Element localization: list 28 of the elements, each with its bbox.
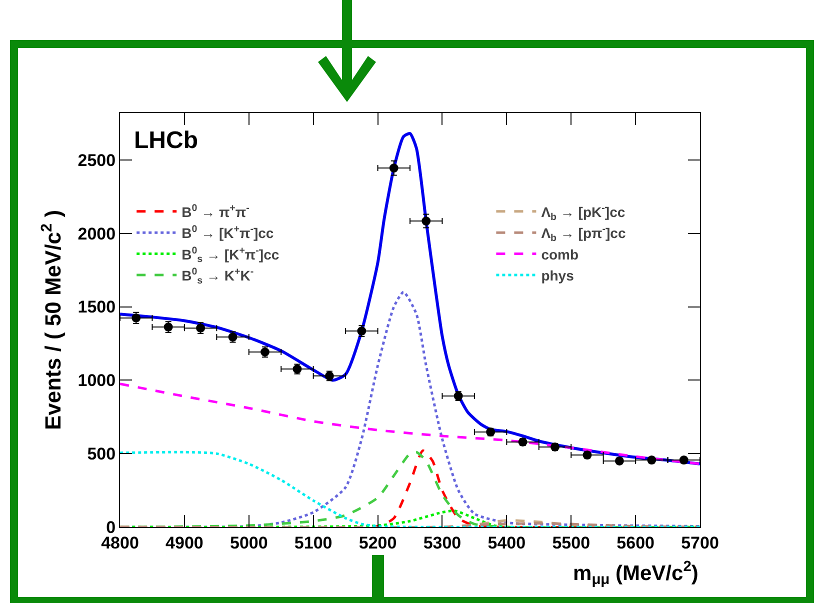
legend-label: B$^{0}$$_{s}$ → K$^{+}$K$^{-}$ xyxy=(182,266,254,286)
point xyxy=(389,164,398,173)
y-tick-label: 1500 xyxy=(78,298,116,317)
legend-label: Λ$_{b}$ → [pπ$^{-}$]cc xyxy=(541,224,626,244)
legend-label: B$^{0}$ → π$^{+}$π$^{-}$ xyxy=(182,202,250,220)
legend-label: comb xyxy=(541,246,579,262)
x-tick-label: 5700 xyxy=(681,533,719,552)
point xyxy=(422,216,431,226)
legend-label: Λ$_{b}$ → [pK$^{-}$]cc xyxy=(541,202,626,223)
line-series xyxy=(120,382,700,466)
x-tick-label: 5500 xyxy=(552,533,590,552)
x-tick-label: 5400 xyxy=(488,533,526,552)
y-tick-label: 1000 xyxy=(78,371,116,390)
legend-label: B$^{0}$ → [K$^{+}$π$^{-}$]cc xyxy=(182,224,274,242)
x-tick-label: 5300 xyxy=(423,533,462,552)
y-tick-label: 500 xyxy=(87,444,116,464)
legend-label: B$^{0}$$_{s}$ → [K$^{+}$π$^{-}$]cc xyxy=(182,245,280,266)
line-series xyxy=(120,132,700,466)
x-tick-label: 5100 xyxy=(294,533,332,552)
x-tick-label: 5600 xyxy=(616,533,654,552)
y-tick-label: 2500 xyxy=(78,150,116,170)
x-tick-label: 5200 xyxy=(358,533,397,552)
x-tick-label: 4900 xyxy=(166,533,204,552)
y-tick-label: 2000 xyxy=(78,224,116,244)
annotation: LHCb xyxy=(134,127,198,154)
legend-label: phys xyxy=(541,267,574,284)
x-axis-title: m$_{μμ}$ (MeV/c$^{2}$) xyxy=(573,559,698,588)
x-tick-label: 5000 xyxy=(230,533,268,552)
